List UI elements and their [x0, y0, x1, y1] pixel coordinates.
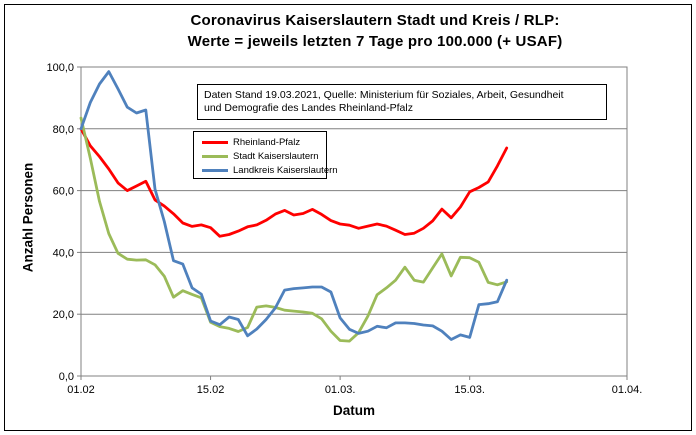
y-tick-label: 20,0: [53, 309, 74, 321]
plot-border: [80, 66, 628, 377]
legend-item-landkreis-kaiserslautern: Landkreis Kaiserslautern: [202, 164, 338, 177]
chart-title-line1: Coronavirus Kaiserslautern Stadt und Kre…: [190, 12, 560, 29]
y-tick-label: 100,0: [46, 62, 74, 74]
legend-line-swatch-green: [202, 155, 228, 158]
x-tick-label: 15.03.: [454, 384, 485, 396]
legend-label: Rheinland-Pfalz: [233, 137, 301, 148]
legend-line-swatch-red: [202, 141, 228, 144]
series-line-stadt-kaiserslautern: [79, 116, 509, 343]
annotation-line2: und Demografie des Landes Rheinland-Pfal…: [204, 102, 413, 114]
legend-label: Stadt Kaiserslautern: [233, 151, 319, 162]
legend: Rheinland-Pfalz Stadt Kaiserslautern Lan…: [193, 131, 338, 179]
figure-border: [4, 4, 692, 431]
y-tick-label: 0,0: [59, 371, 74, 383]
chart-title-line2: Werte = jeweils letzten 7 Tage pro 100.0…: [187, 33, 563, 50]
y-tick-label: 80,0: [53, 124, 74, 136]
x-tick-label: 01.03.: [325, 384, 356, 396]
data-source-annotation: Daten Stand 19.03.2021, Quelle: Minister…: [197, 84, 607, 120]
legend-item-stadt-kaiserslautern: Stadt Kaiserslautern: [202, 150, 326, 163]
x-tick-label: 15.02: [197, 384, 225, 396]
y-axis-title: Anzahl Personen: [20, 162, 36, 273]
annotation-line1: Daten Stand 19.03.2021, Quelle: Minister…: [204, 89, 564, 101]
legend-line-swatch-blue: [202, 169, 228, 172]
y-tick-label: 60,0: [53, 186, 74, 198]
legend-label: Landkreis Kaiserslautern: [233, 165, 338, 176]
chart-title: Coronavirus Kaiserslautern Stadt und Kre…: [70, 10, 680, 52]
x-tick-label: 01.04.: [612, 384, 643, 396]
x-axis-title: Datum: [332, 403, 375, 418]
series-line-rheinland-pfalz: [79, 127, 509, 238]
x-tick-label: 01.02: [67, 384, 95, 396]
series-line-landkreis-kaiserslautern: [79, 70, 509, 341]
legend-item-rheinland-pfalz: Rheinland-Pfalz: [202, 136, 326, 149]
y-tick-label: 40,0: [53, 247, 74, 259]
